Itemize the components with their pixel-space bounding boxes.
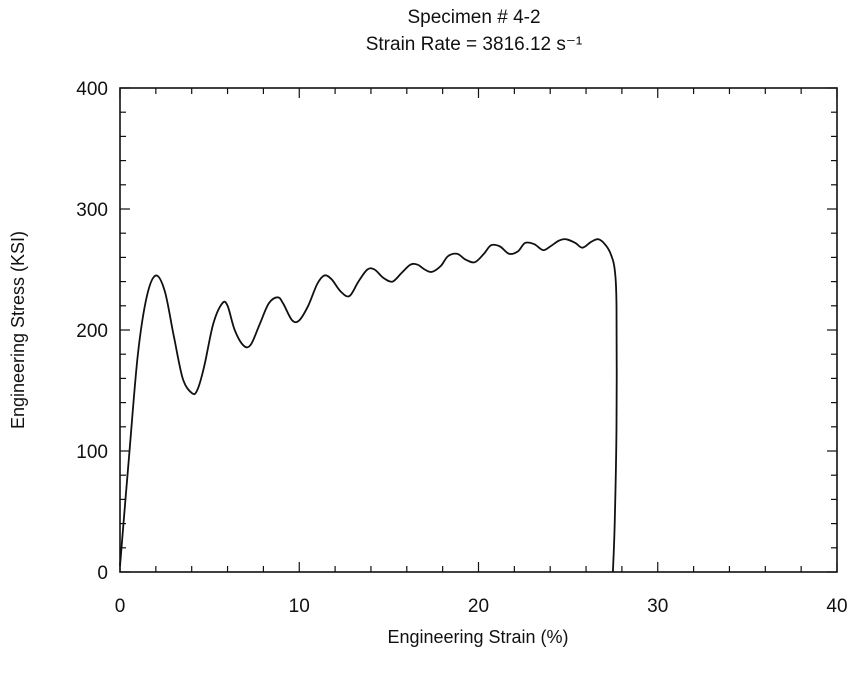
y-axis-label: Engineering Stress (KSI) xyxy=(8,231,28,429)
y-tick-label: 0 xyxy=(97,563,108,584)
y-tick-label: 100 xyxy=(76,442,108,463)
y-tick-label: 300 xyxy=(76,200,108,221)
x-tick-label: 40 xyxy=(826,596,847,617)
x-tick-label: 10 xyxy=(289,596,310,617)
y-tick-label: 200 xyxy=(76,321,108,342)
plot-frame xyxy=(119,87,838,573)
chart-title: Specimen # 4-2 xyxy=(407,7,540,28)
x-tick-label: 20 xyxy=(468,596,489,617)
y-tick-label: 400 xyxy=(76,79,108,100)
x-tick-label: 30 xyxy=(647,596,668,617)
stress-strain-curve xyxy=(119,238,618,573)
x-tick-label: 0 xyxy=(115,596,126,617)
chart-subtitle: Strain Rate = 3816.12 s⁻¹ xyxy=(366,34,583,55)
x-axis-label: Engineering Strain (%) xyxy=(387,627,568,647)
axis-ticks xyxy=(119,87,838,573)
